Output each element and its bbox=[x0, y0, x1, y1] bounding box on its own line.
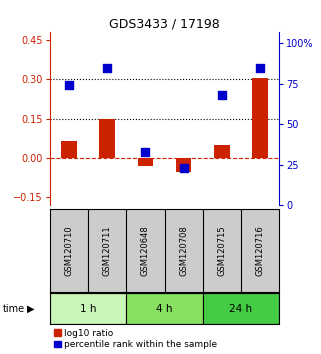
Bar bbox=[214, 145, 230, 158]
Point bbox=[219, 92, 224, 98]
Text: GSM120716: GSM120716 bbox=[256, 225, 265, 276]
Text: GSM120711: GSM120711 bbox=[103, 225, 112, 276]
Text: GSM120715: GSM120715 bbox=[217, 225, 226, 276]
Bar bbox=[126, 293, 203, 324]
Text: 4 h: 4 h bbox=[156, 303, 173, 314]
Bar bbox=[253, 78, 268, 158]
Title: GDS3433 / 17198: GDS3433 / 17198 bbox=[109, 18, 220, 31]
Point bbox=[181, 165, 186, 171]
Text: GSM120648: GSM120648 bbox=[141, 225, 150, 276]
Text: ▶: ▶ bbox=[27, 303, 35, 314]
Point bbox=[143, 149, 148, 155]
Text: 24 h: 24 h bbox=[230, 303, 253, 314]
Legend: log10 ratio, percentile rank within the sample: log10 ratio, percentile rank within the … bbox=[54, 329, 217, 349]
Bar bbox=[176, 158, 191, 172]
Bar bbox=[100, 119, 115, 158]
Bar bbox=[50, 293, 126, 324]
Point bbox=[257, 65, 263, 70]
Point bbox=[105, 65, 110, 70]
Point bbox=[66, 82, 72, 88]
Text: time: time bbox=[3, 303, 25, 314]
Text: GSM120710: GSM120710 bbox=[65, 225, 74, 276]
Bar bbox=[138, 158, 153, 166]
Bar bbox=[203, 293, 279, 324]
Text: GSM120708: GSM120708 bbox=[179, 225, 188, 276]
Text: 1 h: 1 h bbox=[80, 303, 96, 314]
Bar bbox=[61, 141, 76, 158]
